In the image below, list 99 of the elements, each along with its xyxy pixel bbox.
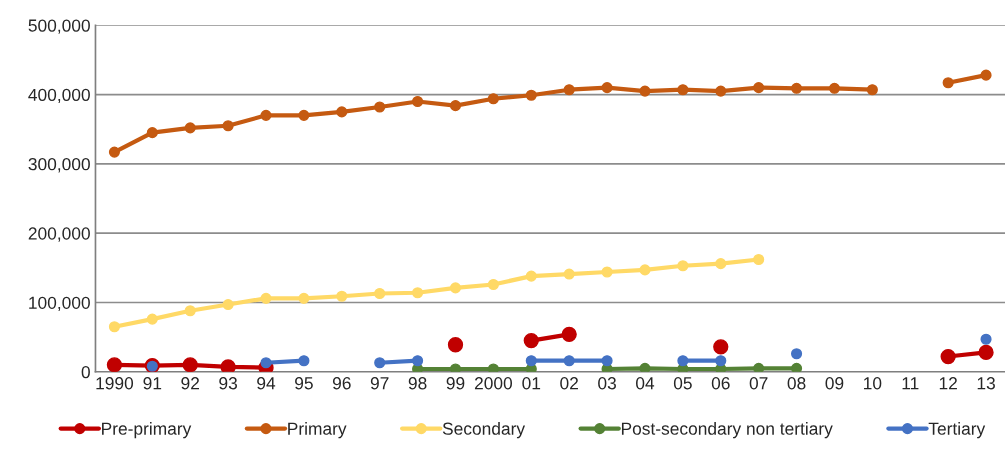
point [525,89,537,101]
x-tick-label: 04 [636,377,655,390]
point [222,299,234,311]
point [639,264,651,276]
point [601,266,613,278]
point [487,363,499,372]
x-tick-label: 06 [711,377,730,390]
x-tick-label: 93 [219,377,238,390]
point [260,109,272,121]
x-tick-label: 03 [598,377,616,390]
point [563,268,575,280]
point [791,82,803,94]
point [298,355,310,367]
point [298,109,310,121]
point [563,84,575,96]
point [182,357,198,372]
point [715,258,727,270]
point [525,355,537,367]
point [260,292,272,304]
point [753,362,765,372]
point [487,278,499,291]
point [412,95,424,108]
x-tick-label: 07 [749,377,768,390]
x-tick-label: 92 [181,377,199,390]
y-tick-label: 200,000 [28,227,90,242]
point [222,120,234,132]
point [374,287,386,300]
point [866,84,878,96]
point [940,348,956,365]
point [146,127,158,139]
point [561,326,577,343]
x-tick-label: 05 [673,377,692,390]
x-tick-label: 02 [560,377,578,390]
x-tick-label: 94 [257,377,276,390]
point [184,122,196,134]
y-tick-label: 0 [81,365,90,379]
point [753,82,765,94]
point [828,82,841,94]
x-tick-label: 97 [370,377,389,390]
point [447,337,464,353]
point [184,305,196,317]
x-tick-label: 95 [295,377,313,390]
point [487,93,499,105]
y-tick-label: 100,000 [29,296,90,311]
point [374,101,386,113]
point [220,359,236,372]
point [146,313,158,325]
point [942,77,954,89]
point [639,85,651,97]
y-tick-label: 300,000 [28,158,90,173]
x-tick-label: 2000 [474,377,513,390]
y-tick-label: 500,000 [28,19,90,34]
point [449,100,462,112]
x-tick-label: 01 [522,377,541,390]
point [980,333,992,345]
point [978,344,994,361]
x-tick-label: 10 [864,377,882,390]
point [108,146,120,158]
point [374,357,386,369]
point [412,287,424,299]
point [753,253,765,266]
x-tick-label: 13 [977,377,995,390]
point [677,260,689,272]
point [106,357,123,372]
point [298,292,310,304]
point [523,332,539,349]
y-tick-label: 400,000 [28,88,90,104]
x-tick-label: 91 [143,377,162,390]
legend-label: Tertiary [928,422,986,439]
point [677,84,689,96]
x-tick-label: 12 [939,377,957,390]
point [525,270,537,282]
point [336,106,348,118]
point [713,339,729,355]
point [412,355,424,367]
point [108,321,120,333]
legend-label: Post-secondary non tertiary [621,422,833,439]
x-tick-label: 99 [446,377,465,390]
point [449,282,462,294]
point [677,355,689,367]
point [336,290,348,302]
legend-label: Primary [288,422,347,439]
x-tick-label: 09 [825,377,844,390]
x-tick-label: 1990 [96,377,134,390]
point [791,348,803,360]
point [639,362,651,372]
point [715,355,727,367]
x-tick-label: 98 [408,377,427,390]
x-tick-label: 08 [787,377,806,390]
point [980,69,992,81]
x-tick-label: 11 [902,377,919,390]
point [601,355,613,367]
point [715,85,727,97]
legend-label: Secondary [442,422,526,439]
point [601,82,613,94]
legend-label: Pre-primary [102,422,192,439]
point [791,362,803,372]
x-tick-label: 96 [332,377,351,390]
point [563,355,575,367]
